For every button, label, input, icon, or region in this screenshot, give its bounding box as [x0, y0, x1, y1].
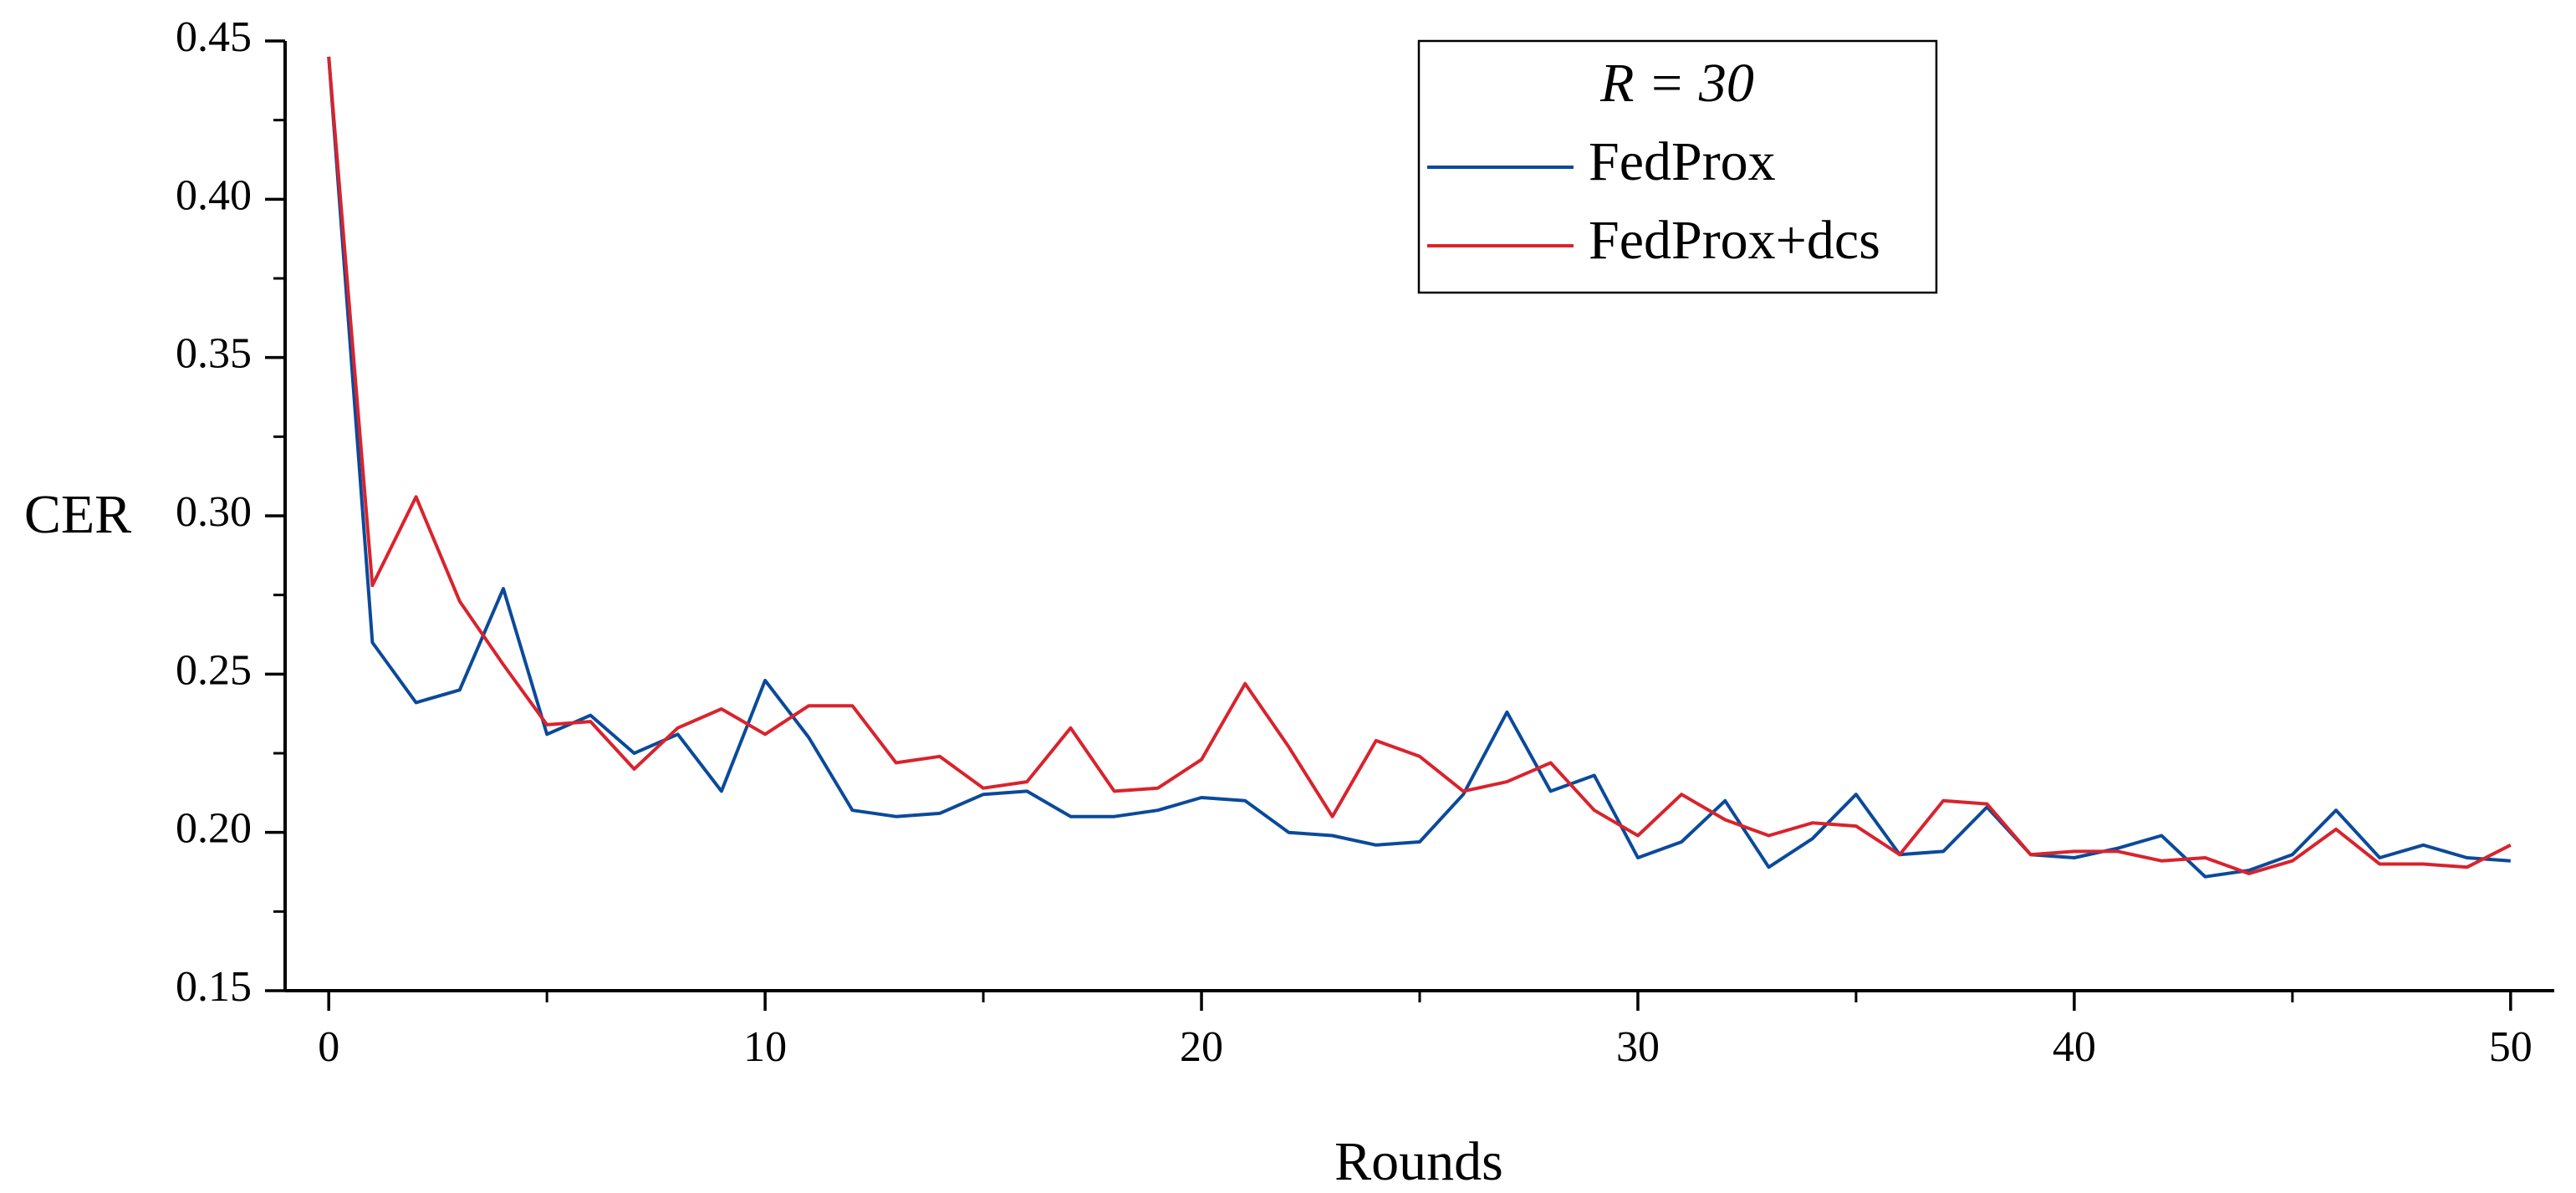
- y-tick-label: 0.15: [176, 963, 252, 1011]
- legend-title-rest: = 30: [1634, 53, 1754, 114]
- y-tick-label: 0.45: [176, 13, 252, 61]
- series-line-fedprox: [327, 56, 2511, 879]
- legend: R = 30 FedProx FedProx+dcs: [1417, 39, 1938, 294]
- legend-label-fedprox-dcs: FedProx+dcs: [1589, 210, 1880, 271]
- legend-label-fedprox: FedProx: [1589, 131, 1776, 192]
- axes: [265, 39, 2554, 1011]
- y-tick-label: 0.35: [176, 330, 252, 378]
- series-lines: [327, 56, 2512, 879]
- y-axis-title: CER: [24, 484, 131, 545]
- x-tick-label: 50: [2489, 1023, 2533, 1071]
- x-tick-label: 0: [318, 1023, 339, 1071]
- y-tick-label: 0.25: [176, 646, 252, 694]
- x-tick-label: 40: [2053, 1023, 2096, 1071]
- y-tick-label: 0.30: [176, 488, 252, 536]
- x-tick-label: 10: [743, 1023, 787, 1071]
- legend-title-var: R: [1599, 53, 1634, 114]
- y-tick-label: 0.40: [176, 171, 252, 219]
- tick-labels: 0.15 0.20 0.25 0.30 0.35 0.40 0.45 0 10 20 30 40 50: [176, 13, 2533, 1071]
- x-axis-title: Rounds: [1334, 1131, 1503, 1192]
- x-tick-label: 20: [1180, 1023, 1223, 1071]
- x-tick-label: 30: [1616, 1023, 1660, 1071]
- series-line-fedprox-dcs: [327, 56, 2512, 875]
- y-tick-label: 0.20: [176, 805, 252, 853]
- legend-title: R = 30: [1599, 53, 1754, 114]
